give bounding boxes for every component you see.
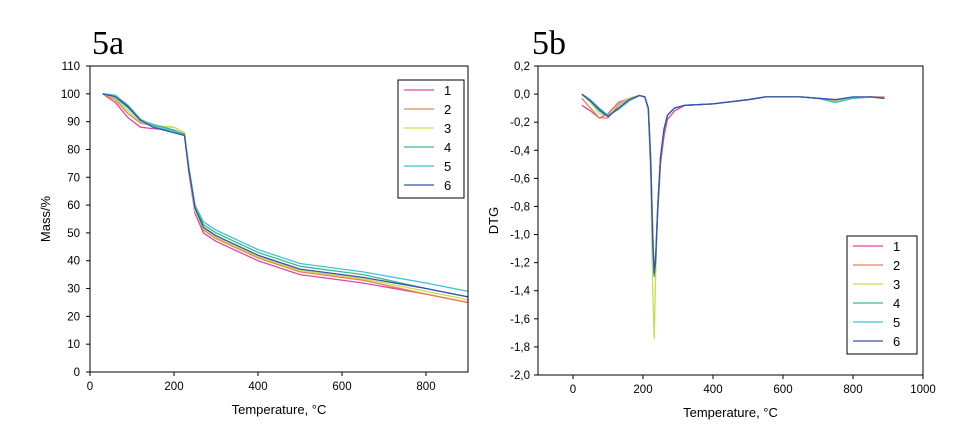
y-tick-label: 20 bbox=[67, 311, 80, 323]
panel-label-5a: 5a bbox=[92, 25, 124, 62]
legend-label: 1 bbox=[893, 239, 900, 254]
legend-label: 2 bbox=[893, 258, 900, 273]
y-tick-label: 90 bbox=[67, 117, 80, 129]
y-tick-label: -0,8 bbox=[510, 201, 530, 213]
y-tick-label: 0,0 bbox=[514, 89, 530, 101]
x-tick-label: 600 bbox=[773, 384, 792, 396]
y-tick-label: -1,4 bbox=[510, 286, 530, 298]
y-tick-label: -0,2 bbox=[510, 117, 530, 129]
x-tick-label: 600 bbox=[332, 381, 351, 393]
x-tick-label: 400 bbox=[703, 384, 722, 396]
y-tick-label: 100 bbox=[61, 89, 80, 101]
y-tick-label: -1,8 bbox=[510, 342, 530, 354]
legend-box bbox=[397, 79, 465, 199]
plot-frame bbox=[89, 65, 469, 373]
legend-label: 2 bbox=[444, 102, 451, 117]
dtg-chart: 0 200 400 600 800 1000 -2,0 -1,8 -1,6 -1,4 -1,2 -1,… bbox=[486, 61, 936, 420]
y-tick-label: -2,0 bbox=[510, 370, 530, 382]
x-tick-label: 0 bbox=[87, 381, 93, 393]
y-tick-label: -0,4 bbox=[510, 145, 530, 157]
legend-label: 1 bbox=[444, 83, 451, 98]
y-axis-label: DTG bbox=[486, 207, 501, 234]
legend-label: 4 bbox=[444, 140, 451, 155]
x-tick-label: 800 bbox=[416, 381, 435, 393]
y-tick-label: 10 bbox=[67, 339, 80, 351]
series-line-6 bbox=[581, 93, 885, 275]
legend-box bbox=[846, 235, 918, 355]
legend-label: 6 bbox=[444, 178, 451, 193]
x-tick-label: 200 bbox=[164, 381, 183, 393]
y-tick-label: 0 bbox=[74, 367, 80, 379]
y-tick-label: 70 bbox=[67, 172, 80, 184]
series-line-6 bbox=[102, 93, 469, 298]
legend-label: 3 bbox=[444, 121, 451, 136]
y-tick-label: -0,6 bbox=[510, 173, 530, 185]
y-axis-label: Mass/% bbox=[38, 195, 53, 242]
legend-label: 5 bbox=[893, 315, 900, 330]
y-tick-label: -1,6 bbox=[510, 314, 530, 326]
x-tick-label: 0 bbox=[570, 384, 576, 396]
y-tick-label: 60 bbox=[67, 200, 80, 212]
y-tick-label: -1,2 bbox=[510, 258, 530, 270]
legend-label: 5 bbox=[444, 159, 451, 174]
x-axis-label: Temperature, °C bbox=[232, 402, 327, 417]
x-axis-label: Temperature, °C bbox=[683, 405, 778, 420]
y-tick-label: 110 bbox=[62, 61, 80, 73]
x-tick-label: 800 bbox=[843, 384, 862, 396]
panel-label-5b: 5b bbox=[532, 25, 566, 62]
y-tick-label: 50 bbox=[67, 228, 80, 240]
y-tick-label: 40 bbox=[67, 256, 80, 268]
legend-label: 6 bbox=[893, 334, 900, 349]
plot-frame bbox=[537, 65, 924, 376]
y-tick-label: -1,0 bbox=[510, 230, 530, 242]
x-tick-label: 1000 bbox=[910, 384, 936, 396]
legend-label: 4 bbox=[893, 296, 900, 311]
y-tick-label: 0,2 bbox=[514, 61, 530, 73]
mass-chart: 0 200 400 600 800 0 10 20 30 40 50 60 70 80 90 100 110 Te… bbox=[38, 61, 469, 417]
y-tick-label: 80 bbox=[67, 144, 80, 156]
legend-label: 3 bbox=[893, 277, 900, 292]
x-tick-label: 400 bbox=[248, 381, 267, 393]
x-tick-label: 200 bbox=[633, 384, 652, 396]
y-tick-label: 30 bbox=[67, 284, 80, 296]
